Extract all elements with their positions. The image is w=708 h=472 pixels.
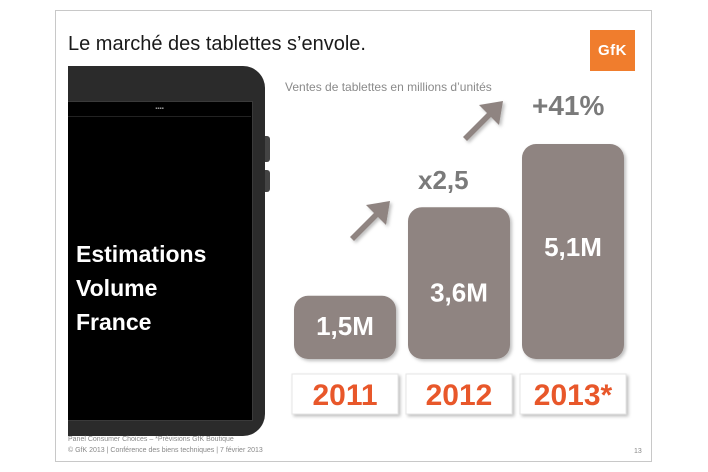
category-label-box: [291, 373, 399, 415]
bar-chart: 1,5M 2011 3,6M 2012 5,1M 2013* x2,5 +41%: [291, 90, 627, 415]
bar: [408, 207, 510, 359]
tablet-screen: ▪▪▪▪ Estimations Volume France: [68, 101, 253, 421]
category-label-box: [405, 373, 513, 415]
bar-value-label: 3,6M: [430, 277, 488, 307]
slide: Le marché des tablettes s’envole. GfK ▪▪…: [55, 10, 652, 462]
bar-value-label: 5,1M: [544, 232, 602, 262]
page-number: 13: [634, 448, 642, 455]
bar: [522, 144, 624, 359]
slide-title: Le marché des tablettes s’envole.: [68, 33, 366, 55]
bar-value-label: 1,5M: [316, 311, 374, 341]
tablet-side-button: [265, 136, 270, 162]
overlay-line-1: Estimations: [76, 241, 207, 267]
footer-copyright: © GfK 2013 | Conférence des biens techni…: [68, 447, 263, 454]
tablet-image: ▪▪▪▪ Estimations Volume France: [68, 66, 270, 436]
tablet-side-button: [265, 170, 270, 192]
growth-arrow: [350, 201, 390, 241]
growth-arrow: [463, 101, 503, 141]
category-label: 2012: [426, 379, 493, 412]
bar: [294, 295, 396, 359]
footer-note: Panel Consumer Choices – *Prévisions GfK…: [68, 436, 234, 443]
overlay-line-2: Volume: [76, 275, 158, 301]
growth-annotation: +41%: [532, 90, 604, 121]
category-label: 2011: [312, 379, 377, 412]
category-label-box: [519, 373, 627, 415]
tablet-status-bar: ▪▪▪▪: [68, 102, 251, 117]
growth-annotation: x2,5: [418, 165, 469, 195]
category-label: 2013*: [534, 379, 613, 412]
overlay-line-3: France: [76, 309, 152, 335]
gfk-logo: GfK: [590, 30, 635, 71]
chart-subtitle: Ventes de tablettes en millions d’unités: [285, 80, 492, 94]
